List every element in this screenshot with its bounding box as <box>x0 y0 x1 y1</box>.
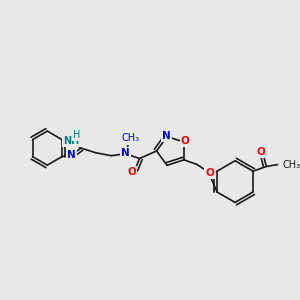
Text: O: O <box>128 167 136 177</box>
Text: O: O <box>205 168 214 178</box>
Text: O: O <box>256 147 265 157</box>
Text: O: O <box>181 136 189 146</box>
Text: CH₃: CH₃ <box>122 135 140 144</box>
Text: CH₃: CH₃ <box>124 134 140 143</box>
Text: H: H <box>73 130 80 140</box>
Text: NH: NH <box>63 136 80 146</box>
Text: N: N <box>162 130 170 141</box>
Text: N: N <box>67 150 76 160</box>
Text: CH₃: CH₃ <box>121 133 139 143</box>
Text: N: N <box>121 148 130 158</box>
Text: CH₃: CH₃ <box>282 160 300 170</box>
